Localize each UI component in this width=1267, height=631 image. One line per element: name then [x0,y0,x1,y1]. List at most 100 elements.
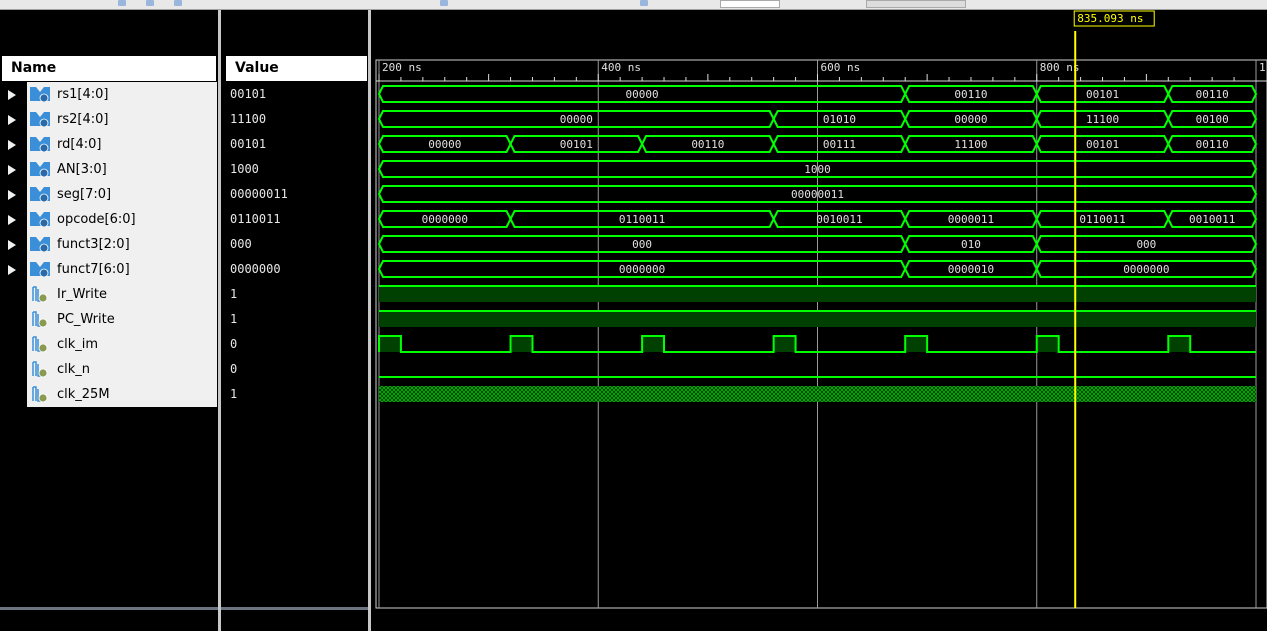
signal-name: Ir_Write [57,287,108,302]
expand-arrow-icon[interactable] [8,215,16,225]
bus-value-label: 0000011 [948,213,994,226]
bus-value-label: 00111 [823,138,856,151]
signal-name: funct3[2:0] [57,237,130,252]
toolbar-dropdown[interactable] [866,0,966,8]
time-tick-label: 600 ns [821,61,861,74]
time-tick-label: 400 ns [601,61,641,74]
signal-row[interactable]: AN[3:0] [0,157,218,182]
high-fill [1168,336,1191,352]
bus-value-label: 00110 [691,138,724,151]
bus-segment [1035,260,1258,278]
signal-row[interactable]: seg[7:0] [0,182,218,207]
bus-value-label: 00101 [1086,138,1119,151]
panel-splitter[interactable] [368,10,371,631]
bus-value-label: 11100 [1086,113,1119,126]
divider [0,607,218,610]
waveform-pc_write [379,310,1256,327]
bus-segment [1167,85,1258,103]
signal-row[interactable]: rs2[4:0] [0,107,218,132]
name-column-header[interactable]: Name [2,56,216,81]
signal-row[interactable]: funct7[6:0] [0,257,218,282]
signal-value: 00000011 [230,187,288,201]
bus-segment [1167,110,1258,128]
signal-value: 1 [230,312,238,326]
signal-name: clk_n [57,362,91,377]
high-fill [379,311,1256,327]
waveform-opcode: 0000000 0110011 0010011 0000011 0110011 00100… [377,210,1258,228]
bus-value-label: 00110 [1196,88,1229,101]
bus-value-label: 000 [632,238,652,251]
bus-value-label: 010 [961,238,981,251]
bus-value-label: 00000011 [791,188,844,201]
signal-row[interactable]: clk_im [0,332,218,357]
bus-value-label: 11100 [954,138,987,151]
fast-clock-trace [379,386,1256,402]
expand-arrow-icon[interactable] [8,165,16,175]
time-tick-label: 1, [1259,61,1267,74]
bus-value-label: 000 [1136,238,1156,251]
waveform-clk_im [378,335,1256,353]
signal-value: 000 [230,237,252,251]
bus-value-label: 00000 [954,113,987,126]
toolbar-button[interactable] [118,0,126,6]
waveform-funct7: 0000000 0000010 0000000 [377,260,1258,278]
bus-segment [1035,235,1258,253]
waveform-an: 1000 [377,160,1258,178]
high-fill [905,336,928,352]
signal-row[interactable]: clk_25M [0,382,218,407]
toolbar-button[interactable] [640,0,648,6]
signal-row[interactable]: clk_n [0,357,218,382]
signal-name: AN[3:0] [57,162,107,177]
signal-value: 0 [230,362,238,376]
bus-value-label: 00000 [626,88,659,101]
expand-arrow-icon[interactable] [8,115,16,125]
signal-name: seg[7:0] [57,187,112,202]
waveform-frame [375,59,1267,609]
value-column-header[interactable]: Value [226,56,367,81]
expand-arrow-icon[interactable] [8,90,16,100]
expand-arrow-icon[interactable] [8,190,16,200]
signal-value: 1000 [230,162,259,176]
expand-arrow-icon[interactable] [8,240,16,250]
time-tick-label: 200 ns [382,61,422,74]
waveform-seg: 00000011 [377,185,1258,203]
high-fill [1036,336,1059,352]
cursor-label-box [1073,10,1155,27]
bus-segment [377,185,1258,203]
toolbar-button[interactable] [146,0,154,6]
expand-arrow-icon[interactable] [8,140,16,150]
signal-name: clk_25M [57,387,110,402]
bus-value-label: 1000 [804,163,831,176]
waveform-rs2: 00000 01010 00000 11100 00100 [377,110,1258,128]
toolbar-button[interactable] [440,0,448,6]
expand-arrow-icon[interactable] [8,265,16,275]
bus-value-label: 00000 [428,138,461,151]
signal-row[interactable]: rd[4:0] [0,132,218,157]
time-tick-label: 800 ns [1040,61,1080,74]
bus-value-label: 0000010 [948,263,994,276]
signal-value: 00101 [230,137,267,151]
signal-value: 00101 [230,87,267,101]
signal-name: PC_Write [57,312,115,327]
signal-row[interactable]: rs1[4:0] [0,82,218,107]
high-fill [379,286,1256,302]
bus-value-label: 00100 [1196,113,1229,126]
bus-value-label: 00110 [954,88,987,101]
bus-value-label: 0110011 [1079,213,1125,226]
signal-value: 0 [230,337,238,351]
signal-row[interactable]: PC_Write [0,307,218,332]
signal-name: opcode[6:0] [57,212,136,227]
high-fill [773,336,796,352]
bus-segment [1167,135,1258,153]
toolbar-button[interactable] [174,0,182,6]
panel-splitter[interactable] [218,10,221,631]
waveform-funct3: 000 010 000 [377,235,1258,253]
signal-value: 1 [230,387,238,401]
signal-row[interactable]: funct3[2:0] [0,232,218,257]
signal-row[interactable]: Ir_Write [0,282,218,307]
high-fill [510,336,533,352]
signal-row[interactable]: opcode[6:0] [0,207,218,232]
toolbar-input[interactable] [720,0,780,8]
bus-value-label: 00101 [560,138,593,151]
